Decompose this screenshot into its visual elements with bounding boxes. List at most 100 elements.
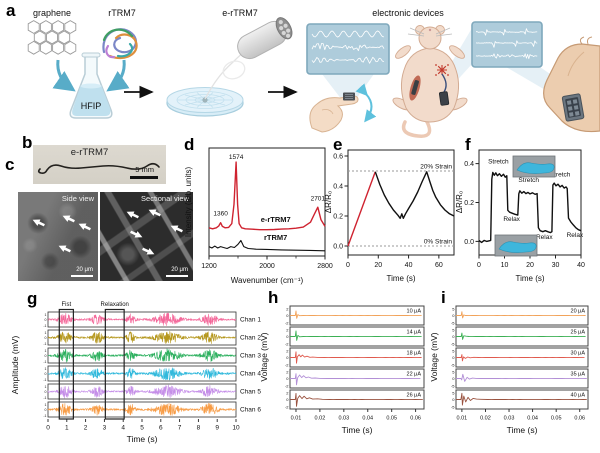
hexagon bbox=[52, 20, 65, 34]
peak-label: 1574 bbox=[229, 154, 244, 161]
sem-arrow-icon bbox=[130, 230, 143, 238]
mini-y-tick: 0 bbox=[452, 355, 455, 360]
mini-y-tick: -5 bbox=[451, 384, 455, 389]
panel-label-c: c bbox=[5, 155, 15, 174]
panel-label-f: f bbox=[465, 135, 471, 154]
x-tick-label: 6 bbox=[159, 425, 163, 432]
pulse-trace bbox=[290, 310, 422, 319]
hexagon bbox=[64, 20, 77, 34]
x-axis-label: Time (s) bbox=[386, 274, 415, 283]
mini-y-tick: 0 bbox=[45, 408, 47, 412]
flask-solvent-label: HFIP bbox=[81, 101, 102, 111]
series-response bbox=[374, 171, 455, 220]
region-label: Relaxation bbox=[101, 302, 129, 308]
mini-y-tick: 2 bbox=[286, 328, 289, 333]
pulse-trace bbox=[456, 354, 585, 362]
panel-a-schematic: graphene rTRM7 HFIP e-rTRM7 bbox=[27, 8, 600, 138]
y-axis-label: Voltage (mV) bbox=[429, 332, 439, 381]
mini-y-tick: 0 bbox=[45, 372, 47, 376]
pulse-trace bbox=[290, 373, 421, 386]
mini-y-tick: 0 bbox=[286, 397, 289, 402]
x-tick-label: 2800 bbox=[317, 263, 333, 270]
mini-y-tick: -2 bbox=[285, 321, 289, 326]
mini-y-tick: 5 bbox=[452, 307, 455, 312]
reference-label: 20% Strain bbox=[420, 164, 452, 171]
sem-right-title: Sectional view bbox=[141, 194, 189, 203]
channel-label: Chan 4 bbox=[240, 371, 261, 378]
x-tick-label: 4 bbox=[121, 425, 125, 432]
mini-y-tick: 5 bbox=[452, 349, 455, 354]
current-label: 30 μA bbox=[571, 351, 586, 357]
screen1-waveform bbox=[311, 43, 385, 52]
hand-with-sensor-icon bbox=[309, 83, 377, 133]
pulse-trace bbox=[290, 392, 423, 407]
stretch-relax-chart: 0.0 0.2 0.4 0 10 20 30 40 Stretch Stretch Stretch R… bbox=[455, 149, 585, 283]
x-axis-label: Wavenumber (cm⁻¹) bbox=[231, 276, 304, 285]
sem-arrow-icon bbox=[142, 247, 155, 255]
panel-label-a: a bbox=[6, 1, 16, 20]
x-tick-label: 9 bbox=[215, 425, 219, 432]
mini-y-tick: 0 bbox=[45, 390, 47, 394]
y-tick-label: 0.4 bbox=[333, 184, 343, 191]
strain-response-chart: 0.0 0.2 0.4 0.6 0 20 40 60 20% Strain 0% Strain Ti… bbox=[324, 149, 455, 283]
mini-y-tick: -2 bbox=[285, 405, 289, 410]
channel-label: Chan 6 bbox=[240, 407, 261, 414]
sem-arrow-icon bbox=[58, 245, 71, 253]
x-tick-label: 60 bbox=[435, 262, 443, 269]
x-tick-label: 0.01 bbox=[457, 416, 468, 422]
annotation: Stretch bbox=[550, 171, 571, 178]
sem-right-scale-bar bbox=[166, 274, 188, 277]
x-tick-label: 2 bbox=[84, 425, 88, 432]
skin-sensor-patch bbox=[561, 93, 585, 122]
mini-y-tick: 0 bbox=[452, 397, 455, 402]
x-axis-label: Time (s) bbox=[127, 434, 158, 444]
mini-y-tick: 2 bbox=[286, 349, 289, 354]
mini-y-tick: 0 bbox=[452, 334, 455, 339]
graphene-lattice-icon bbox=[27, 20, 77, 55]
x-tick-label: 20 bbox=[374, 262, 382, 269]
x-tick-label: 0.03 bbox=[504, 416, 515, 422]
y-tick-label: 0.0 bbox=[333, 244, 343, 251]
mini-y-tick: 0 bbox=[286, 313, 289, 318]
screen1-waveform bbox=[311, 56, 385, 64]
reference-label: 0% Strain bbox=[424, 239, 453, 246]
y-tick-label: 0.6 bbox=[333, 154, 343, 161]
sem-arrow-icon bbox=[62, 215, 75, 223]
annotation: Relax bbox=[567, 232, 584, 239]
x-tick-label: 30 bbox=[552, 262, 560, 269]
device-wire bbox=[441, 73, 447, 93]
screen1-waveform bbox=[311, 30, 385, 38]
pulse-trace bbox=[290, 351, 422, 364]
sem-left-title: Side view bbox=[61, 194, 94, 203]
x-tick-label: 8 bbox=[197, 425, 201, 432]
mini-y-tick: 1 bbox=[45, 367, 47, 371]
mini-y-tick: 1 bbox=[45, 349, 47, 353]
region-label: Fist bbox=[61, 302, 71, 308]
region-box-Fist bbox=[58, 308, 74, 420]
y-axis-label: ΔR/R₀ bbox=[324, 191, 333, 213]
hexagon bbox=[46, 30, 58, 45]
panel-label-e: e bbox=[333, 135, 343, 154]
sem-side-view: Side view 20 μm bbox=[18, 192, 98, 281]
peak-label: 1360 bbox=[213, 210, 228, 217]
nerve-stimulation-site bbox=[435, 64, 449, 76]
x-axis-label: Time (s) bbox=[342, 425, 373, 435]
bend-motion-arrow bbox=[355, 83, 377, 123]
panel-label-b: b bbox=[22, 133, 33, 152]
inset-photo-relax bbox=[494, 234, 538, 257]
screen2-waveform bbox=[475, 40, 538, 48]
emg-trace-2 bbox=[47, 331, 237, 345]
glove-shape bbox=[498, 241, 537, 253]
x-tick-label: 0.04 bbox=[362, 416, 373, 422]
mini-y-tick: 2 bbox=[286, 307, 289, 312]
x-tick-label: 0 bbox=[46, 425, 50, 432]
y-axis-label: ΔR/R₀ bbox=[455, 191, 464, 213]
mini-y-tick: 0 bbox=[286, 355, 289, 360]
x-tick-label: 7 bbox=[178, 425, 182, 432]
annotation: Relax bbox=[536, 234, 553, 241]
x-tick-label: 0 bbox=[477, 262, 481, 269]
x-tick-label: 40 bbox=[577, 262, 585, 269]
channel-label: Chan 3 bbox=[240, 353, 261, 360]
sem-arrow-icon bbox=[78, 223, 91, 231]
